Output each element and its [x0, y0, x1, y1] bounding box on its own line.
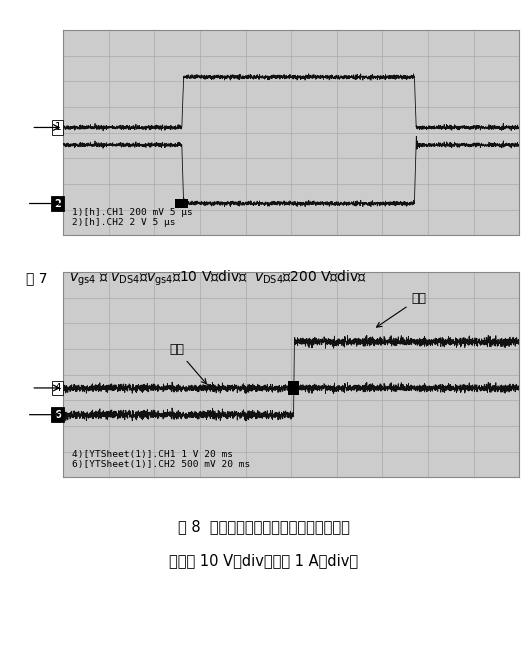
Text: 图 8  负载突变时闭环输出电压与电流波形: 图 8 负载突变时闭环输出电压与电流波形 [178, 520, 349, 534]
Text: $v_{\mathrm{gs4}}$ 与 $v_{\mathrm{DS4}}$（$v_{\mathrm{gs4}}$：10 V／div；  $v_{\mathr: $v_{\mathrm{gs4}}$ 与 $v_{\mathrm{DS4}}$（… [69, 269, 367, 288]
Text: 图 7: 图 7 [26, 271, 61, 286]
Text: 2: 2 [54, 198, 61, 208]
Text: 1)[h].CH1 200 mV 5 μs
2)[h].CH2 2 V 5 μs: 1)[h].CH1 200 mV 5 μs 2)[h].CH2 2 V 5 μs [72, 208, 193, 227]
Bar [175, 199, 188, 208]
Text: 4)[YTSheet(1)].CH1 1 V 20 ms
6)[YTSheet(1)].CH2 500 mV 20 ms: 4)[YTSheet(1)].CH1 1 V 20 ms 6)[YTSheet(… [72, 450, 251, 469]
Text: 4: 4 [54, 383, 61, 393]
Bar [288, 381, 299, 395]
Text: 6: 6 [54, 410, 61, 420]
Text: （电压 10 V／div；电流 1 A／div）: （电压 10 V／div；电流 1 A／div） [169, 553, 358, 568]
Text: 电压: 电压 [170, 343, 207, 384]
Text: 电流: 电流 [377, 292, 426, 327]
Text: 1: 1 [54, 123, 61, 133]
